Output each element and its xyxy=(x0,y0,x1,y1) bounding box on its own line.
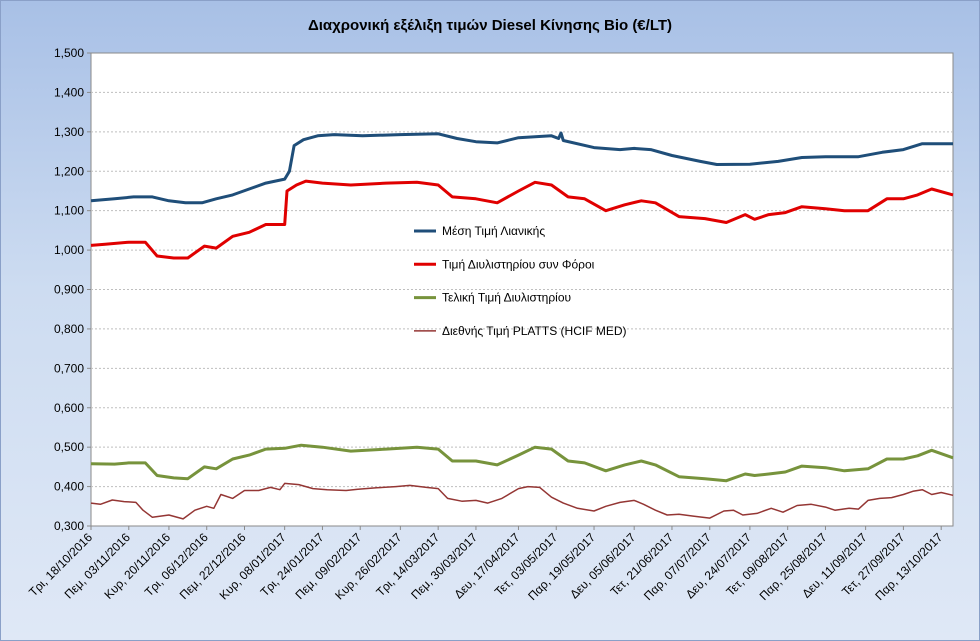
x-tick-label: Πεμ, 22/12/2016 xyxy=(177,530,249,602)
legend: Μέση Τιμή Λιανικής Τιμή Διυλιστηρίου συν … xyxy=(414,224,627,338)
y-tick-label: 0,900 xyxy=(54,283,84,297)
series-line-4 xyxy=(90,482,954,520)
y-tick-label: 1,300 xyxy=(54,125,84,139)
chart-title: Διαχρονική εξέλιξη τιμών Diesel Κίνησης … xyxy=(308,17,672,34)
y-tick-label: 1,200 xyxy=(54,164,84,178)
x-tick-label: Παρ, 25/08/2017 xyxy=(757,530,830,603)
y-tick-label: 0,400 xyxy=(54,480,84,494)
plot-area xyxy=(90,52,954,527)
y-axis-ticks: 1,500 1,400 1,300 1,200 1,100 1,000 0,900 0,800… xyxy=(54,46,91,533)
y-tick-label: 0,600 xyxy=(54,401,84,415)
y-tick-label: 0,300 xyxy=(54,519,84,533)
legend-label: Διεθνής Τιμή PLATTS (HCIF MED) xyxy=(442,324,627,338)
x-tick-label: Παρ, 13/10/2017 xyxy=(872,530,945,603)
series-line-3 xyxy=(90,443,954,483)
series-lines xyxy=(90,131,954,520)
series-line-1 xyxy=(90,131,953,205)
legend-label: Τιμή Διυλιστηρίου συν Φόροι xyxy=(442,257,595,271)
x-tick-label: Πεμ, 09/02/2017 xyxy=(292,530,364,602)
legend-label: Τελική Τιμή Διυλιστηρίου xyxy=(442,291,571,305)
y-tick-label: 1,400 xyxy=(54,85,84,99)
legend-label: Μέση Τιμή Λιανικής xyxy=(442,224,545,238)
series-line-2 xyxy=(90,179,954,260)
y-tick-label: 0,500 xyxy=(54,440,84,454)
y-tick-label: 0,700 xyxy=(54,361,84,375)
x-tick-label: Παρ, 19/05/2017 xyxy=(525,530,598,603)
y-tick-label: 1,000 xyxy=(54,243,84,257)
y-tick-label: 1,100 xyxy=(54,204,84,218)
y-tick-label: 1,500 xyxy=(54,46,84,60)
y-tick-label: 0,800 xyxy=(54,322,84,336)
x-tick-label: Τρι, 18/10/2016 xyxy=(26,530,95,599)
x-tick-label: Παρ, 07/07/2017 xyxy=(641,530,714,603)
